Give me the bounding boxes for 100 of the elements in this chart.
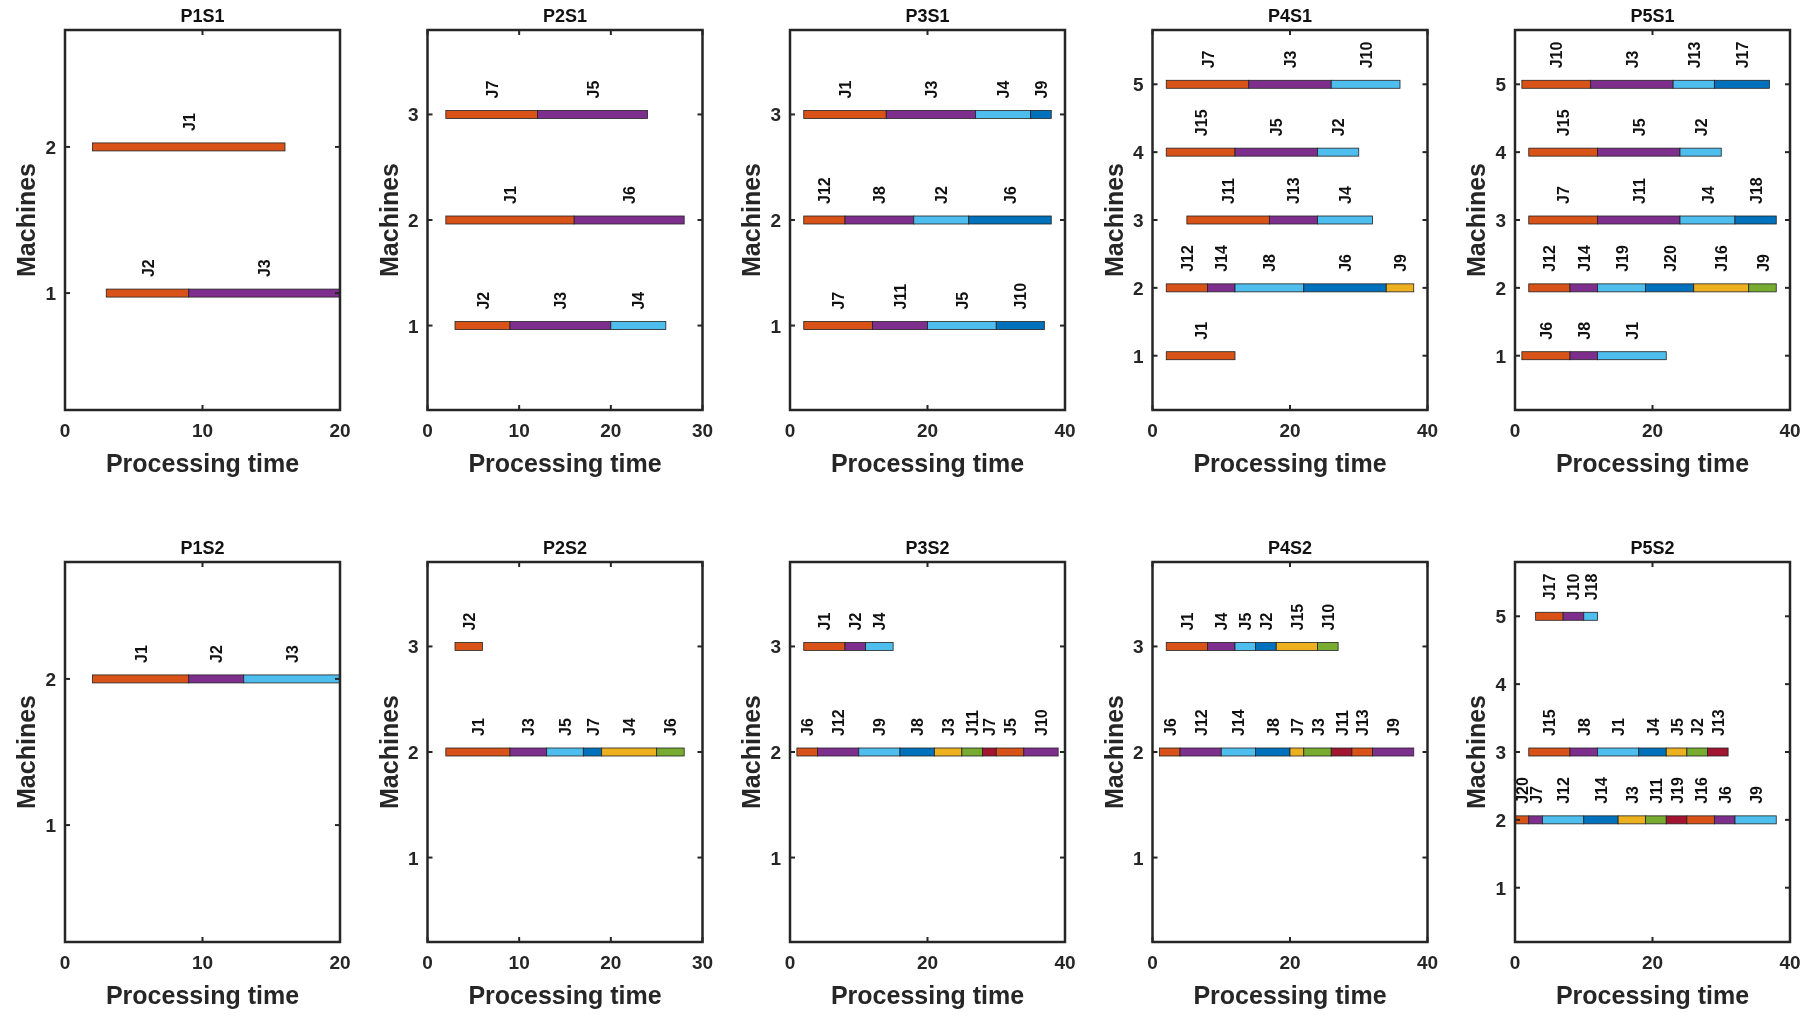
y-tick-label: 3 xyxy=(1495,210,1506,231)
y-tick-label: 3 xyxy=(1495,742,1506,763)
text: J8 xyxy=(871,186,889,204)
y-tick-label: 5 xyxy=(1495,606,1507,628)
x-tick-label: 0 xyxy=(59,420,71,441)
text: J11 xyxy=(1630,178,1648,204)
x-axis-title: Processing time xyxy=(1193,981,1387,1009)
x-axis-title: Processing time xyxy=(105,981,300,1009)
text: J1 xyxy=(1192,321,1210,340)
text: J5 xyxy=(1630,118,1648,137)
y-tick-label: 1 xyxy=(45,815,57,837)
text: J10 xyxy=(1357,41,1375,69)
x-axis-title: Processing time xyxy=(468,981,662,1009)
x-axis-title: Processing time xyxy=(468,449,662,477)
text: J15 xyxy=(1555,109,1573,137)
y-tick-label: 2 xyxy=(1132,742,1144,763)
x-axis-title: Processing time xyxy=(1555,981,1750,1009)
x-tick-label: 0 xyxy=(1147,952,1158,973)
chart-title: P2S1 xyxy=(542,6,588,26)
y-tick-label: 4 xyxy=(1132,142,1144,164)
text: J9 xyxy=(871,718,889,736)
x-tick-label: 0 xyxy=(1509,420,1521,441)
text: J7 xyxy=(483,80,501,99)
chart-title: P3S1 xyxy=(905,6,950,26)
y-tick-label: 1 xyxy=(1132,345,1144,367)
y-tick-label: 1 xyxy=(45,283,57,305)
x-tick-label: 30 xyxy=(691,952,714,973)
x-tick-label: 20 xyxy=(1641,420,1664,441)
x-tick-label: 20 xyxy=(916,420,939,441)
text: J1 xyxy=(837,80,854,99)
text: J12 xyxy=(1541,245,1559,272)
x-axis-title: Processing time xyxy=(830,449,1025,477)
text: J7 xyxy=(1288,718,1306,736)
text: J5 xyxy=(557,718,574,736)
x-tick-label: 40 xyxy=(1779,952,1801,973)
y-tick-label: 3 xyxy=(770,636,781,658)
text: J16 xyxy=(1713,245,1731,272)
text: J2 xyxy=(474,291,492,310)
text: J8 xyxy=(1264,718,1282,736)
text: J7 xyxy=(1555,186,1573,204)
text: J2 xyxy=(460,612,478,631)
x-tick-label: 20 xyxy=(1641,952,1664,973)
text: J3 xyxy=(1309,718,1327,736)
text: J10 xyxy=(1565,573,1583,601)
x-tick-label: 20 xyxy=(916,952,939,973)
text: J12 xyxy=(830,709,848,736)
x-tick-label: 20 xyxy=(600,952,622,973)
x-tick-label: 10 xyxy=(508,420,530,441)
text: J7 xyxy=(830,291,848,310)
text: J14 xyxy=(1575,245,1593,272)
text: J13 xyxy=(1709,709,1727,736)
x-tick-label: 0 xyxy=(784,952,796,973)
text: J10 xyxy=(1012,282,1030,310)
text: J10 xyxy=(1319,603,1337,631)
x-axis-title: Processing time xyxy=(830,981,1025,1009)
text: J4 xyxy=(1213,612,1231,631)
x-tick-label: 10 xyxy=(191,952,214,973)
text: J13 xyxy=(1354,709,1372,736)
x-tick-label: 0 xyxy=(422,420,433,441)
text: J11 xyxy=(1333,710,1351,736)
y-tick-label: 5 xyxy=(1495,74,1507,96)
text: J2 xyxy=(1330,118,1348,137)
x-tick-label: 20 xyxy=(1279,952,1301,973)
text: J12 xyxy=(1178,245,1196,272)
text: J3 xyxy=(256,259,274,278)
y-tick-label: 2 xyxy=(1132,277,1144,299)
text: J7 xyxy=(981,718,999,736)
text: J4 xyxy=(1644,718,1662,736)
chart-title: P1S1 xyxy=(180,6,225,26)
y-tick-label: 1 xyxy=(1132,847,1144,869)
chart-title: P3S2 xyxy=(905,538,950,558)
text: J9 xyxy=(1747,785,1765,804)
text: J6 xyxy=(799,718,817,736)
text: J13 xyxy=(1285,177,1303,204)
text: J10 xyxy=(1032,709,1050,736)
text: J17 xyxy=(1541,573,1559,601)
y-axis-title: Machines xyxy=(1462,163,1490,277)
text: J8 xyxy=(1261,253,1279,272)
chart-title: P2S2 xyxy=(542,538,588,558)
text: J9 xyxy=(1385,718,1403,736)
x-tick-label: 20 xyxy=(329,420,351,441)
x-tick-label: 40 xyxy=(1779,420,1801,441)
x-axis-title: Processing time xyxy=(1193,449,1387,477)
text: J1 xyxy=(502,186,519,204)
text: J11 xyxy=(964,710,982,736)
y-tick-label: 5 xyxy=(1132,74,1144,96)
text: J9 xyxy=(1392,253,1409,272)
text: J4 xyxy=(871,612,889,631)
x-tick-label: 40 xyxy=(1054,952,1076,973)
text: J11 xyxy=(892,283,909,310)
text: J9 xyxy=(1032,80,1050,99)
x-axis-title: Processing time xyxy=(105,449,300,477)
x-tick-label: 40 xyxy=(1416,952,1439,973)
text: J2 xyxy=(208,645,226,663)
text: J2 xyxy=(1692,118,1710,137)
x-tick-label: 10 xyxy=(191,420,214,441)
text: J1 xyxy=(1610,718,1628,736)
y-axis-title: Machines xyxy=(1462,695,1490,809)
text: J2 xyxy=(1257,612,1275,631)
x-tick-label: 20 xyxy=(1279,420,1301,441)
